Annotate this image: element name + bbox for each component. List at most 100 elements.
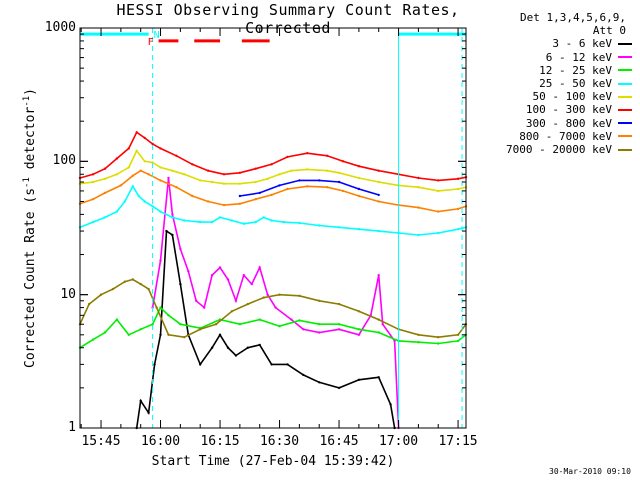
series-point (179, 323, 182, 326)
legend-label: 300 - 800 keV (525, 116, 612, 130)
series-point (377, 318, 380, 321)
legend-entry: 800 - 7000 keV (482, 130, 632, 143)
series-point (456, 207, 460, 211)
timestamp-stamp: 30-Mar-2010 09:10 (549, 467, 631, 476)
series-point (147, 411, 150, 414)
series-point (246, 346, 249, 349)
series-point (203, 306, 206, 309)
series-point (282, 220, 285, 224)
legend-swatch (618, 108, 632, 111)
x-tick-label: 16:45 (319, 434, 359, 449)
series-point (266, 293, 269, 296)
series-point (230, 219, 234, 222)
series-line (135, 229, 396, 429)
series-point (139, 399, 142, 402)
series-point (127, 166, 130, 169)
series-point (171, 233, 174, 237)
legend-swatch (618, 43, 632, 45)
series-point (278, 325, 281, 328)
annotation-letter: N (154, 30, 160, 41)
legend-label: 100 - 300 keV (525, 103, 612, 117)
series-point (377, 229, 380, 233)
series-point (270, 193, 273, 197)
series-point (210, 180, 214, 184)
series-point (377, 200, 380, 203)
series-point (318, 323, 321, 326)
series-point (210, 274, 214, 277)
series-point (195, 299, 198, 302)
series-point (103, 177, 107, 180)
series-point (159, 259, 162, 262)
series-point (159, 306, 162, 309)
series-point (167, 333, 170, 336)
plot-frame (79, 27, 467, 429)
x-tick-label: 16:15 (200, 434, 240, 449)
legend-label: 3 - 6 keV (552, 37, 612, 51)
series-point (437, 210, 440, 213)
series-point (456, 187, 460, 191)
series-point (357, 328, 361, 331)
series-point (318, 179, 321, 182)
series-point (437, 342, 440, 345)
series-point (119, 184, 123, 187)
series-point (381, 323, 384, 326)
legend-swatch (618, 69, 632, 72)
series-point (199, 220, 202, 224)
y-tick-label: 100 (52, 153, 76, 169)
series-point (103, 216, 107, 219)
series-point (326, 154, 329, 157)
series-line (239, 179, 379, 197)
series-point (191, 163, 194, 166)
series-point (183, 336, 186, 339)
series-point (278, 184, 281, 187)
series-point (417, 333, 420, 336)
series-point (337, 323, 341, 326)
x-tick-label: 17:00 (378, 434, 419, 449)
series-point (175, 186, 178, 189)
series-point (306, 152, 309, 155)
series-point (103, 167, 107, 170)
series-point (258, 266, 261, 269)
series-point (286, 155, 289, 159)
series-point (417, 206, 420, 209)
legend-entry: 100 - 300 keV (482, 103, 632, 116)
series-line (151, 177, 400, 429)
series-point (357, 165, 361, 168)
series-point (210, 220, 214, 224)
series-point (210, 346, 214, 349)
series-point (159, 166, 162, 169)
series-point (302, 328, 305, 331)
series-point (337, 226, 341, 229)
series-point (226, 278, 230, 281)
legend-swatch (618, 82, 632, 85)
series-point (151, 205, 154, 208)
series-point (135, 131, 138, 134)
legend-entries: 3 - 6 keV 6 - 12 keV 12 - 25 keV 25 - 50 ke… (482, 37, 632, 156)
series-point (270, 163, 273, 166)
series-point (377, 193, 380, 197)
series-point (139, 169, 142, 172)
series-point (234, 354, 238, 357)
legend-header-line: Det 1,3,4,5,6,9, (520, 11, 626, 24)
series-point (127, 333, 130, 336)
legend-label: 800 - 7000 keV (519, 129, 612, 143)
series-point (262, 296, 265, 299)
series-point (91, 180, 95, 184)
series-point (218, 266, 222, 269)
series-point (357, 378, 361, 381)
x-tick-label: 15:45 (81, 434, 121, 449)
series-point (278, 293, 281, 296)
series-line (79, 149, 467, 192)
series-point (165, 229, 168, 233)
series-point (111, 287, 115, 291)
legend-entry: 50 - 100 keV (482, 90, 632, 103)
series-point (377, 376, 380, 379)
series-point (115, 173, 119, 176)
series-point (167, 176, 170, 180)
series-point (238, 182, 242, 185)
series-point (337, 302, 341, 306)
legend-entry: 25 - 50 keV (482, 77, 632, 90)
chart-title: HESSI Observing Summary Count Rates, Cor… (116, 1, 460, 37)
legend-label: 12 - 25 keV (539, 63, 612, 77)
x-tick-label: 16:30 (259, 434, 300, 449)
